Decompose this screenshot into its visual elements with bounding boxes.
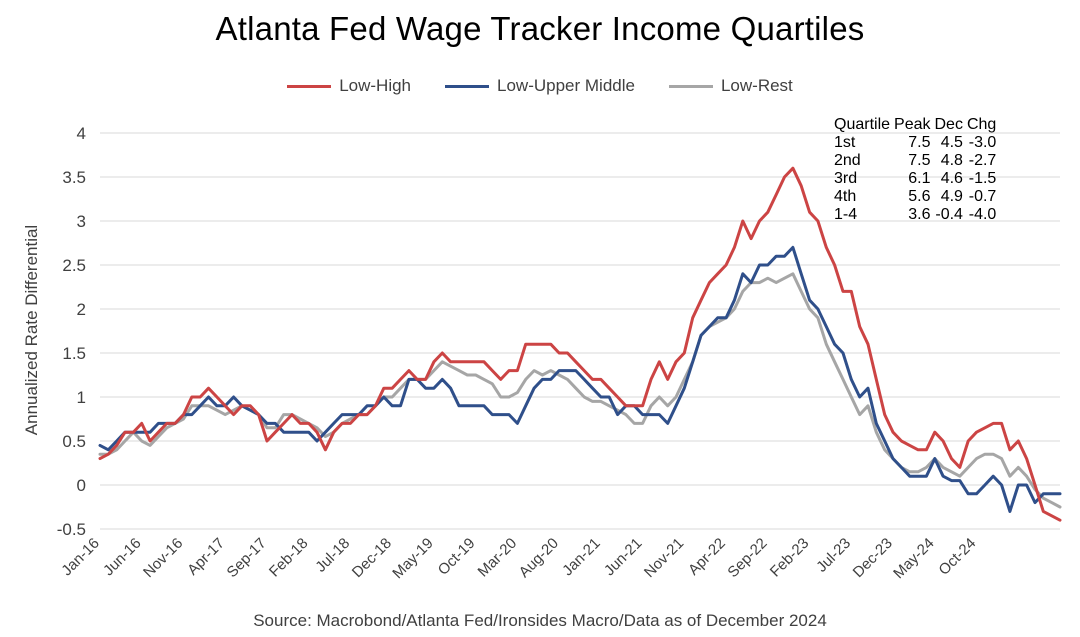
- legend: Low-High Low-Upper Middle Low-Rest: [0, 76, 1080, 96]
- stats-cell: 5.6: [908, 188, 931, 205]
- stats-cell: -3.0: [968, 134, 997, 151]
- legend-swatch-low-upper-middle: [445, 84, 490, 88]
- legend-item-low-rest: Low-Rest: [668, 76, 793, 96]
- stats-cell: -0.4: [935, 206, 963, 223]
- x-tick-label: Nov-21: [641, 535, 687, 581]
- x-tick-label: Dec-18: [349, 535, 395, 581]
- y-tick-label: -0.5: [57, 520, 86, 539]
- y-tick-label: 1.5: [62, 344, 86, 363]
- stats-cell: 1-4: [834, 206, 858, 223]
- stats-header-dec: Dec: [934, 116, 963, 133]
- x-tick-label: Sep-22: [724, 535, 770, 581]
- x-tick-label: Jul-23: [813, 535, 854, 576]
- y-tick-label: 1: [77, 388, 86, 407]
- x-tick-label: Apr-17: [184, 535, 228, 579]
- series-line-low-high: [98, 166, 1062, 522]
- chart-title: Atlanta Fed Wage Tracker Income Quartile…: [215, 10, 865, 47]
- x-tick-label: Sep-17: [224, 535, 270, 581]
- legend-swatch-low-high: [287, 84, 332, 88]
- x-tick-label: Apr-22: [685, 535, 729, 579]
- stats-row: 4th 5.6 4.9 -0.7: [832, 188, 998, 206]
- y-tick-label: 0.5: [62, 432, 86, 451]
- x-tick-label: Jan-21: [559, 535, 603, 579]
- stats-cell: 7.5: [908, 134, 931, 151]
- y-tick-label: 2.5: [62, 256, 86, 275]
- legend-item-low-high: Low-High: [287, 76, 411, 96]
- quartile-stats-table: Quartile Peak Dec Chg 1st 7.5 4.5 -3.0 2…: [832, 116, 998, 224]
- stats-row: 1-4 3.6 -0.4 -4.0: [832, 206, 998, 224]
- stats-row: 1st 7.5 4.5 -3.0: [832, 134, 998, 152]
- x-tick-label: Nov-16: [140, 535, 186, 581]
- y-tick-label: 0: [77, 476, 86, 495]
- legend-label-low-upper-middle: Low-Upper Middle: [497, 76, 635, 95]
- x-tick-label: Aug-20: [516, 535, 562, 581]
- x-tick-label: May-19: [389, 535, 436, 582]
- x-tick-label: Jun-16: [100, 535, 144, 579]
- x-tick-label: Mar-20: [475, 535, 521, 581]
- y-tick-label: 3: [77, 212, 86, 231]
- stats-header-chg: Chg: [966, 116, 997, 133]
- x-tick-label: Feb-18: [266, 535, 312, 581]
- stats-cell: -1.5: [968, 170, 997, 187]
- x-tick-label: Jan-16: [58, 535, 102, 579]
- stats-cell: 1st: [834, 134, 856, 151]
- stats-cell: 6.1: [908, 170, 931, 187]
- stats-cell: 4.5: [940, 134, 963, 151]
- stats-cell: -0.7: [968, 188, 997, 205]
- x-tick-label: May-24: [890, 535, 937, 582]
- stats-cell: 4.6: [940, 170, 963, 187]
- stats-cell: 3rd: [834, 170, 858, 187]
- y-tick-label: 3.5: [62, 168, 86, 187]
- legend-label-low-rest: Low-Rest: [720, 76, 793, 95]
- legend-label-low-high: Low-High: [339, 76, 412, 95]
- y-tick-label: 4: [77, 124, 86, 143]
- stats-cell: 2nd: [834, 152, 861, 169]
- x-tick-label: Jul-18: [312, 535, 353, 576]
- stats-cell: -4.0: [968, 206, 997, 223]
- stats-cell: 4th: [834, 188, 857, 205]
- source-note: Source: Macrobond/Atlanta Fed/Ironsides …: [253, 611, 827, 630]
- stats-cell: 4.8: [940, 152, 963, 169]
- legend-swatch-low-rest: [668, 84, 713, 88]
- x-tick-label: Oct-24: [935, 535, 979, 579]
- legend-item-low-upper-middle: Low-Upper Middle: [445, 76, 635, 96]
- stats-header-peak: Peak: [894, 116, 931, 133]
- stats-header-quartile: Quartile: [834, 116, 891, 133]
- stats-row: 2nd 7.5 4.8 -2.7: [832, 152, 998, 170]
- stats-cell: 4.9: [940, 188, 963, 205]
- x-tick-label: Jun-21: [601, 535, 645, 579]
- x-tick-label: Dec-23: [850, 535, 896, 581]
- x-tick-label: Feb-23: [767, 535, 813, 581]
- stats-cell: -2.7: [968, 152, 997, 169]
- stats-header-row: Quartile Peak Dec Chg: [832, 116, 998, 134]
- stats-cell: 3.6: [908, 206, 931, 223]
- x-tick-label: Oct-19: [435, 535, 479, 579]
- y-tick-label: 2: [77, 300, 86, 319]
- stats-row: 3rd 6.1 4.6 -1.5: [832, 170, 998, 188]
- stats-cell: 7.5: [908, 152, 931, 169]
